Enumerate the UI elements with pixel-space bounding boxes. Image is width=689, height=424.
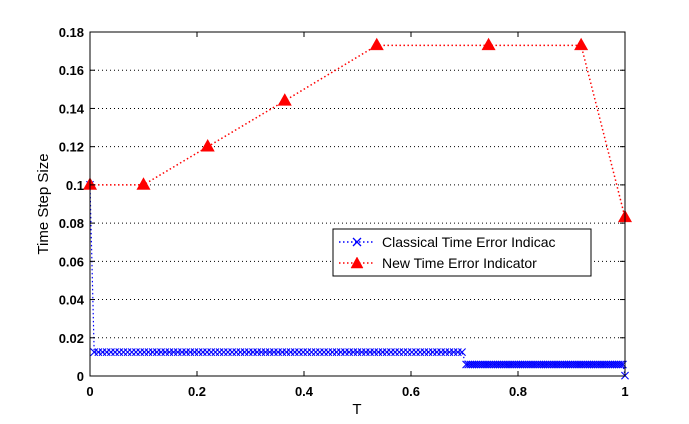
- x-axis-title: T: [352, 401, 361, 418]
- legend-box: [332, 228, 592, 277]
- legend-new-label: New Time Error Indicator: [382, 255, 537, 271]
- series-new-point: [277, 93, 292, 106]
- y-tick-label: 0: [77, 369, 84, 384]
- y-tick-label: 0.12: [59, 140, 84, 155]
- series-new-point: [574, 37, 589, 51]
- series-classical-point: [616, 360, 625, 369]
- legend-classical-marker: [352, 237, 362, 247]
- y-tick-label: 0.18: [59, 25, 84, 40]
- y-tick-label: 0.06: [59, 254, 84, 269]
- y-axis-title: Time Step Size: [35, 153, 52, 254]
- series-new-point: [136, 177, 151, 190]
- x-tick-label: 0.8: [509, 384, 527, 399]
- legend-classical-label: Classical Time Error Indicac: [382, 234, 556, 250]
- y-tick-label: 0.04: [59, 293, 85, 308]
- y-tick-label: 0.02: [59, 331, 84, 346]
- legend-new-marker: [350, 256, 364, 269]
- series-new-point: [200, 139, 215, 152]
- x-tick-label: 0: [86, 384, 93, 399]
- plot-frame: [89, 31, 626, 377]
- y-tick-label: 0.08: [59, 216, 84, 231]
- x-tick-label: 0.2: [188, 384, 206, 399]
- y-tick-label: 0.14: [59, 101, 85, 116]
- x-tick-label: 0.6: [402, 384, 420, 399]
- y-tick-label: 0.1: [66, 178, 84, 193]
- x-tick-label: 0.4: [295, 384, 314, 399]
- series-classical-point: [457, 348, 466, 357]
- y-tick-label: 0.16: [59, 63, 84, 78]
- series-new-point: [369, 37, 384, 51]
- series-new-point: [481, 37, 496, 51]
- plot-area: [90, 32, 625, 376]
- axis-ticks: 0 0.02 0.04 0.06 0.08 0.1 0.12 0.14 0.16 0.18 0 0.2…: [59, 25, 629, 399]
- x-tick-label: 1: [621, 384, 628, 399]
- legend: Classical Time Error Indicac New Time Er…: [332, 228, 592, 277]
